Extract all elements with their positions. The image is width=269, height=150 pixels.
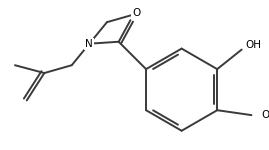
Text: O: O [261, 110, 269, 120]
Text: OH: OH [245, 40, 261, 50]
Text: O: O [132, 8, 140, 18]
Text: N: N [86, 39, 93, 49]
